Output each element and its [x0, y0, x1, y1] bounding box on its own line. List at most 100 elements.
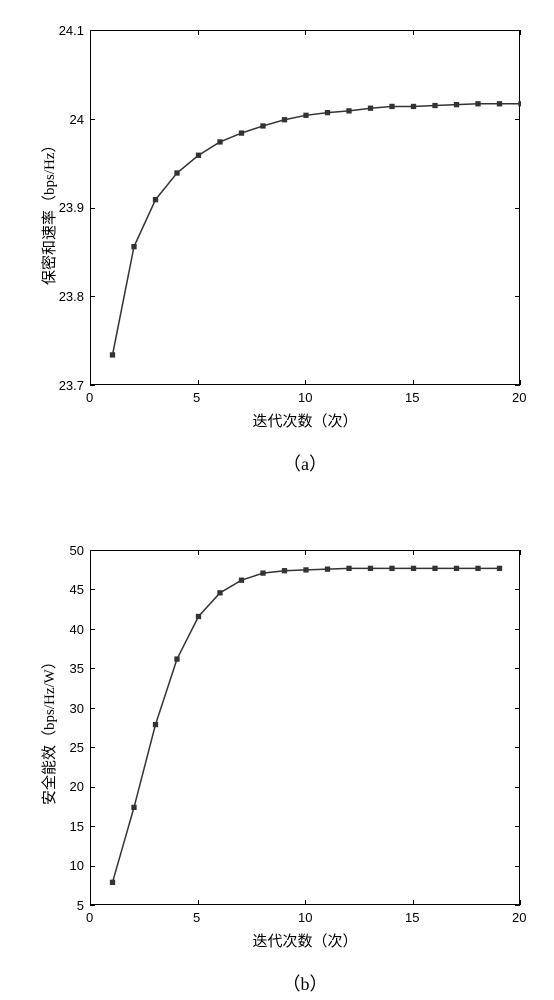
data-marker — [110, 880, 115, 885]
chart-b-svg — [91, 551, 521, 906]
xtick-mark — [520, 30, 521, 35]
chart-b-line — [113, 568, 500, 882]
ytick-mark — [515, 866, 520, 867]
data-marker — [132, 805, 137, 810]
ytick-mark — [515, 550, 520, 551]
ytick-mark — [90, 668, 95, 669]
xtick-label: 5 — [193, 910, 200, 925]
ytick-label: 45 — [70, 582, 84, 597]
ytick-mark — [515, 629, 520, 630]
ytick-label: 23.7 — [59, 378, 84, 393]
data-marker — [476, 102, 481, 107]
ytick-mark — [90, 208, 95, 209]
ytick-label: 24.1 — [59, 23, 84, 38]
xtick-mark — [520, 550, 521, 555]
xtick-label: 10 — [298, 390, 312, 405]
data-marker — [411, 566, 416, 571]
xtick-mark — [413, 900, 414, 905]
data-marker — [239, 131, 244, 136]
data-marker — [261, 571, 266, 576]
xtick-mark — [520, 900, 521, 905]
xtick-label: 20 — [512, 390, 526, 405]
chart-b-caption: （b） — [90, 970, 520, 996]
xtick-mark — [413, 550, 414, 555]
ytick-mark — [515, 747, 520, 748]
xtick-mark — [413, 380, 414, 385]
ytick-mark — [90, 866, 95, 867]
xtick-mark — [198, 550, 199, 555]
data-marker — [218, 591, 223, 596]
ytick-label: 23.8 — [59, 289, 84, 304]
ytick-label: 15 — [70, 819, 84, 834]
xtick-mark — [413, 30, 414, 35]
ytick-label: 40 — [70, 622, 84, 637]
data-marker — [304, 568, 309, 573]
ytick-mark — [515, 296, 520, 297]
ytick-mark — [515, 208, 520, 209]
xtick-label: 15 — [405, 910, 419, 925]
data-marker — [368, 566, 373, 571]
ytick-mark — [90, 708, 95, 709]
chart-a-xlabel: 迭代次数（次） — [90, 410, 520, 431]
ytick-mark — [90, 787, 95, 788]
xtick-label: 15 — [405, 390, 419, 405]
data-marker — [454, 102, 459, 107]
chart-b-plot-area — [90, 550, 520, 905]
data-marker — [390, 566, 395, 571]
xtick-label: 0 — [86, 390, 93, 405]
data-marker — [454, 566, 459, 571]
data-marker — [325, 110, 330, 115]
ytick-mark — [515, 668, 520, 669]
xtick-mark — [198, 900, 199, 905]
data-marker — [497, 566, 502, 571]
xtick-label: 0 — [86, 910, 93, 925]
ytick-mark — [515, 119, 520, 120]
ytick-label: 23.9 — [59, 200, 84, 215]
ytick-mark — [515, 589, 520, 590]
data-marker — [282, 568, 287, 573]
chart-a-svg — [91, 31, 521, 386]
xtick-label: 20 — [512, 910, 526, 925]
data-marker — [175, 657, 180, 662]
chart-b-xlabel: 迭代次数（次） — [90, 930, 520, 951]
data-marker — [497, 102, 502, 107]
data-marker — [153, 197, 158, 202]
chart-a-panel: 23.7 23.8 23.9 24 24.1 0 5 10 15 20 保密和速… — [0, 0, 554, 480]
ytick-label: 20 — [70, 779, 84, 794]
ytick-mark — [90, 905, 95, 906]
data-marker — [196, 614, 201, 619]
data-marker — [153, 722, 158, 727]
data-marker — [347, 109, 352, 114]
ytick-label: 30 — [70, 701, 84, 716]
data-marker — [196, 153, 201, 158]
ytick-mark — [90, 826, 95, 827]
data-marker — [519, 102, 521, 107]
data-marker — [239, 578, 244, 583]
data-marker — [347, 566, 352, 571]
xtick-mark — [305, 550, 306, 555]
ytick-label: 24 — [70, 112, 84, 127]
ytick-label: 5 — [77, 898, 84, 913]
data-marker — [282, 118, 287, 123]
data-marker — [433, 103, 438, 108]
chart-b-panel: 5 10 15 20 25 30 35 40 45 50 0 5 10 15 2… — [0, 520, 554, 1000]
chart-a-markers — [110, 102, 521, 358]
ytick-mark — [515, 826, 520, 827]
xtick-mark — [520, 380, 521, 385]
data-marker — [390, 104, 395, 109]
data-marker — [261, 124, 266, 128]
ytick-mark — [515, 30, 520, 31]
ytick-mark — [515, 385, 520, 386]
data-marker — [476, 566, 481, 571]
xtick-mark — [305, 30, 306, 35]
data-marker — [175, 171, 180, 176]
xtick-mark — [198, 380, 199, 385]
data-marker — [110, 353, 115, 358]
data-marker — [411, 104, 416, 109]
ytick-label: 35 — [70, 661, 84, 676]
ytick-mark — [90, 385, 95, 386]
chart-a-ylabel: 保密和速率（bps/Hz） — [38, 138, 59, 286]
xtick-label: 5 — [193, 390, 200, 405]
data-marker — [368, 106, 373, 111]
ytick-mark — [90, 589, 95, 590]
